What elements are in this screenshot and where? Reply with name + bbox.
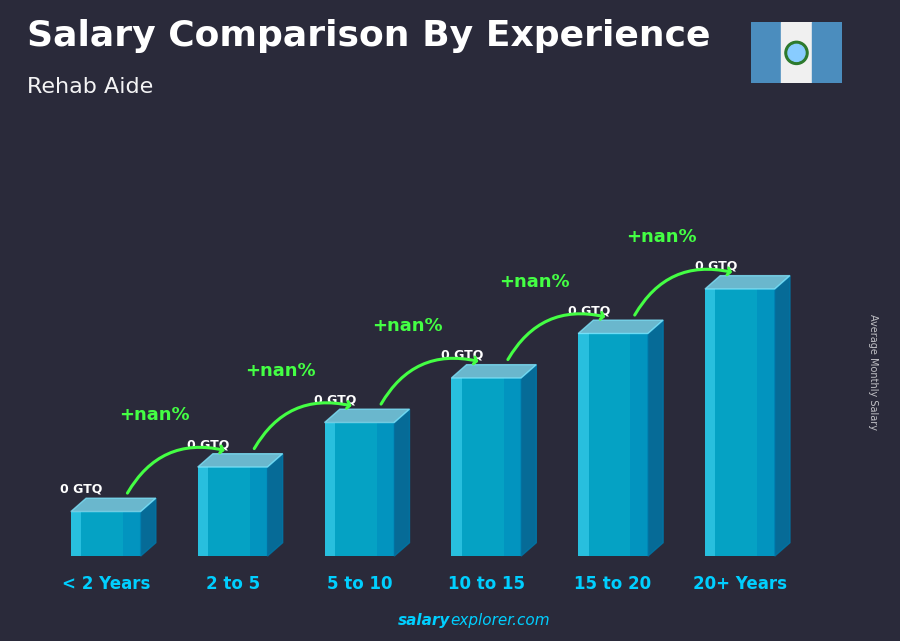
Polygon shape bbox=[325, 409, 410, 422]
Bar bbox=[377, 422, 394, 556]
Bar bbox=[198, 467, 208, 556]
Polygon shape bbox=[71, 498, 156, 512]
Polygon shape bbox=[394, 409, 410, 556]
Text: 0 GTQ: 0 GTQ bbox=[187, 438, 230, 451]
Polygon shape bbox=[140, 498, 156, 556]
Bar bbox=[71, 512, 140, 556]
Text: 0 GTQ: 0 GTQ bbox=[695, 260, 737, 273]
Polygon shape bbox=[705, 276, 790, 289]
Polygon shape bbox=[578, 320, 663, 333]
Bar bbox=[812, 22, 842, 83]
Text: +nan%: +nan% bbox=[246, 362, 316, 379]
Polygon shape bbox=[267, 454, 283, 556]
Polygon shape bbox=[451, 365, 536, 378]
Circle shape bbox=[788, 44, 805, 62]
Text: +nan%: +nan% bbox=[500, 273, 570, 291]
Bar bbox=[757, 289, 775, 556]
Bar bbox=[198, 467, 267, 556]
Bar bbox=[781, 22, 812, 83]
Bar bbox=[325, 422, 335, 556]
Polygon shape bbox=[775, 276, 790, 556]
Bar bbox=[504, 378, 521, 556]
Bar bbox=[705, 289, 775, 556]
Text: explorer.com: explorer.com bbox=[450, 613, 550, 628]
Text: Salary Comparison By Experience: Salary Comparison By Experience bbox=[27, 19, 710, 53]
Bar bbox=[250, 467, 267, 556]
Text: Average Monthly Salary: Average Monthly Salary bbox=[868, 314, 878, 429]
Bar bbox=[631, 333, 648, 556]
Text: 0 GTQ: 0 GTQ bbox=[60, 483, 103, 495]
Bar bbox=[578, 333, 648, 556]
Bar bbox=[325, 422, 394, 556]
Bar bbox=[705, 289, 716, 556]
Text: salary: salary bbox=[398, 613, 450, 628]
Bar bbox=[451, 378, 521, 556]
Text: Rehab Aide: Rehab Aide bbox=[27, 77, 153, 97]
Text: +nan%: +nan% bbox=[119, 406, 189, 424]
Text: 0 GTQ: 0 GTQ bbox=[314, 394, 356, 406]
Polygon shape bbox=[648, 320, 663, 556]
Text: 0 GTQ: 0 GTQ bbox=[441, 349, 483, 362]
Bar bbox=[751, 22, 781, 83]
Text: 0 GTQ: 0 GTQ bbox=[568, 304, 610, 317]
Polygon shape bbox=[521, 365, 536, 556]
Circle shape bbox=[785, 41, 808, 65]
Text: +nan%: +nan% bbox=[373, 317, 443, 335]
Text: +nan%: +nan% bbox=[626, 228, 697, 246]
Bar bbox=[451, 378, 462, 556]
Bar bbox=[123, 512, 140, 556]
Bar bbox=[71, 512, 81, 556]
Bar bbox=[578, 333, 589, 556]
Polygon shape bbox=[198, 454, 283, 467]
